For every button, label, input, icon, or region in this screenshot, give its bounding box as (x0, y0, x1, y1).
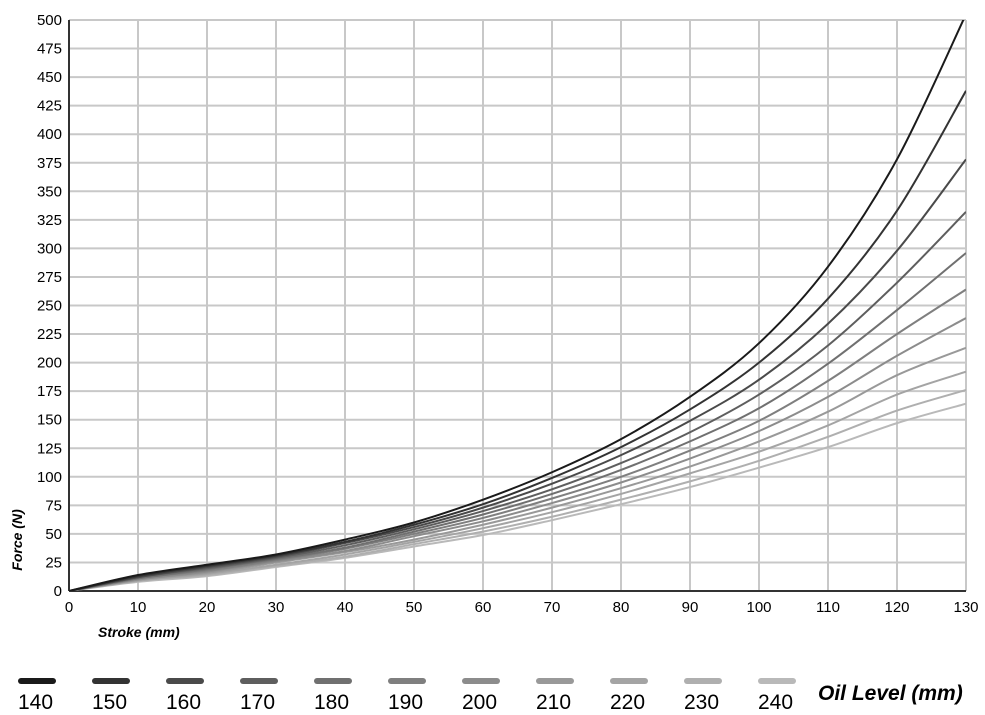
y-tick-label: 175 (37, 383, 62, 400)
series-line-160 (69, 158, 966, 591)
x-tick-label: 110 (816, 599, 840, 616)
series-line-230 (69, 389, 966, 591)
legend-label: 240 (758, 691, 794, 714)
legend-item: 150 (92, 672, 152, 715)
x-tick-label: 70 (544, 599, 561, 616)
y-tick-label: 75 (45, 497, 62, 514)
x-tick-label: 130 (953, 599, 978, 616)
legend-swatch (314, 678, 352, 684)
legend-swatch (166, 678, 204, 684)
y-tick-label: 100 (37, 469, 62, 486)
x-tick-label: 120 (884, 599, 909, 616)
axes (68, 20, 966, 592)
y-tick-label: 125 (37, 440, 62, 457)
x-tick-label: 20 (199, 599, 216, 616)
x-tick-label: 80 (613, 599, 630, 616)
y-tick-label: 225 (37, 326, 62, 343)
x-tick-label: 50 (406, 599, 423, 616)
tick-labels: 0255075100125150175200225250275300325350… (37, 12, 979, 616)
series-line-200 (69, 317, 966, 591)
y-tick-label: 200 (37, 355, 62, 372)
legend-label: 180 (314, 691, 350, 714)
legend-item: 170 (240, 672, 300, 715)
legend-item: 160 (166, 672, 226, 715)
y-axis-label: Force (N) (9, 509, 25, 571)
legend-swatch (610, 678, 648, 684)
legend-title: Oil Level (mm) (818, 682, 963, 705)
legend-item: 180 (314, 672, 374, 715)
legend-item: 190 (388, 672, 448, 715)
series-line-190 (69, 288, 966, 591)
legend-label: 140 (18, 691, 54, 714)
legend-swatch (92, 678, 130, 684)
legend: 140 150 160 170 180 190 200 210 220 230 240 (0, 672, 985, 715)
legend-swatch (388, 678, 426, 684)
y-tick-label: 300 (37, 240, 62, 257)
x-tick-label: 30 (268, 599, 285, 616)
y-tick-label: 275 (37, 269, 62, 286)
x-tick-label: 40 (337, 599, 354, 616)
legend-label: 200 (462, 691, 498, 714)
y-tick-label: 0 (54, 583, 62, 600)
legend-label: 170 (240, 691, 276, 714)
legend-label: 220 (610, 691, 646, 714)
force-stroke-chart: 0255075100125150175200225250275300325350… (9, 12, 979, 640)
series-line-220 (69, 370, 966, 591)
legend-item: 220 (610, 672, 670, 715)
x-tick-label: 10 (130, 599, 147, 616)
series-line-210 (69, 346, 966, 591)
series-lines (69, 20, 966, 591)
series-line-240 (69, 402, 966, 591)
legend-item: 240 (758, 672, 818, 715)
legend-label: 190 (388, 691, 424, 714)
y-tick-label: 450 (37, 69, 62, 86)
series-line-170 (69, 211, 966, 591)
y-tick-label: 25 (45, 554, 62, 571)
legend-label: 230 (684, 691, 720, 714)
x-tick-label: 0 (65, 599, 73, 616)
series-line-180 (69, 252, 966, 591)
y-tick-label: 475 (37, 41, 62, 58)
y-tick-label: 500 (37, 12, 62, 29)
legend-swatch (758, 678, 796, 684)
y-tick-label: 400 (37, 126, 62, 143)
legend-swatch (536, 678, 574, 684)
y-tick-label: 150 (37, 412, 62, 429)
legend-item: 230 (684, 672, 744, 715)
y-tick-label: 50 (45, 526, 62, 543)
legend-item: 200 (462, 672, 522, 715)
legend-label: 210 (536, 691, 572, 714)
x-tick-label: 60 (475, 599, 492, 616)
series-line-150 (69, 90, 966, 591)
legend-item: 140 (18, 672, 78, 715)
legend-swatch (18, 678, 56, 684)
x-tick-label: 100 (746, 599, 771, 616)
x-tick-label: 90 (682, 599, 699, 616)
y-tick-label: 350 (37, 183, 62, 200)
x-axis-label: Stroke (mm) (98, 624, 180, 640)
legend-swatch (684, 678, 722, 684)
legend-swatch (462, 678, 500, 684)
legend-item: 210 (536, 672, 596, 715)
y-tick-label: 425 (37, 98, 62, 115)
y-tick-label: 325 (37, 212, 62, 229)
legend-swatch (240, 678, 278, 684)
y-tick-label: 375 (37, 155, 62, 172)
y-tick-label: 250 (37, 298, 62, 315)
series-line-140 (69, 20, 965, 591)
legend-label: 150 (92, 691, 128, 714)
legend-label: 160 (166, 691, 202, 714)
